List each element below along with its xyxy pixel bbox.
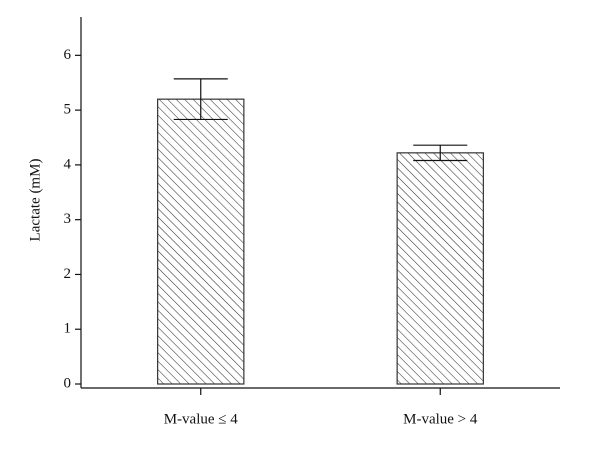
y-tick-label: 3 xyxy=(64,211,72,227)
y-tick-label: 5 xyxy=(64,102,72,118)
y-tick-label: 2 xyxy=(64,266,72,282)
y-tick-label: 4 xyxy=(64,156,72,172)
y-tick-label: 6 xyxy=(64,47,72,63)
error-bar xyxy=(413,144,468,162)
bar xyxy=(396,152,484,385)
y-axis-label: Lactate (mM) xyxy=(27,159,43,242)
x-tick-label: M-value ≤ 4 xyxy=(164,411,239,427)
error-bar xyxy=(173,78,228,121)
y-tick-label: 1 xyxy=(64,321,72,337)
y-tick-label: 0 xyxy=(64,375,72,391)
bar xyxy=(157,98,245,385)
x-tick-label: M-value > 4 xyxy=(403,411,478,427)
